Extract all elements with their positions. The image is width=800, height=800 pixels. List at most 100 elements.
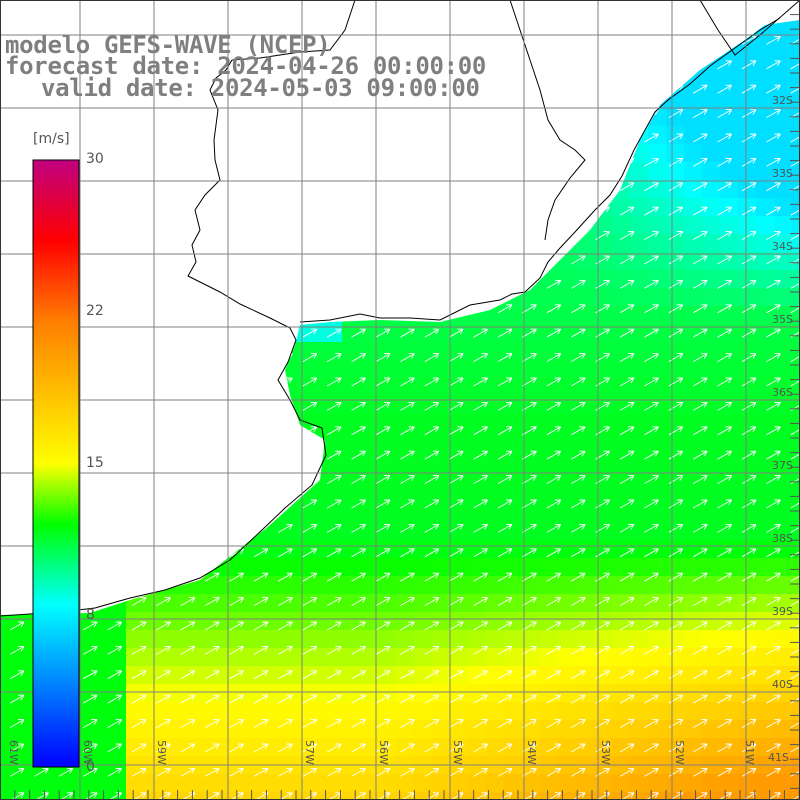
wind-arrow bbox=[351, 523, 366, 533]
wind-arrow bbox=[107, 499, 122, 509]
wind-arrow bbox=[278, 597, 293, 606]
field-cell bbox=[198, 504, 217, 523]
field-cell bbox=[432, 180, 451, 199]
field-cell bbox=[234, 468, 253, 487]
wind-arrow bbox=[9, 11, 25, 21]
wind-arrow bbox=[473, 255, 488, 265]
field-cell bbox=[594, 666, 613, 685]
wind-arrow bbox=[58, 109, 74, 118]
field-cell bbox=[666, 270, 685, 289]
wind-arrow bbox=[448, 621, 464, 631]
wind-arrow bbox=[400, 279, 415, 289]
field-cell bbox=[540, 630, 559, 649]
wind-arrow bbox=[229, 475, 244, 484]
wind-arrow bbox=[180, 548, 196, 558]
wind-arrow bbox=[741, 572, 757, 582]
field-cell bbox=[288, 774, 307, 793]
wind-arrow bbox=[766, 35, 781, 45]
wind-arrow bbox=[522, 645, 537, 655]
field-cell bbox=[252, 468, 271, 487]
field-cell bbox=[414, 540, 433, 559]
field-cell bbox=[504, 396, 523, 415]
wind-arrow bbox=[107, 157, 122, 167]
field-cell bbox=[144, 540, 163, 559]
field-cell bbox=[234, 774, 253, 793]
field-cell bbox=[486, 648, 505, 667]
lon-label-57w: 57W bbox=[303, 740, 316, 765]
field-cell bbox=[468, 738, 487, 757]
wind-arrow bbox=[400, 304, 415, 314]
wind-arrow bbox=[473, 719, 488, 728]
field-cell bbox=[486, 612, 505, 631]
wind-arrow bbox=[546, 182, 562, 192]
field-cell bbox=[576, 72, 595, 91]
wind-arrow bbox=[692, 255, 708, 265]
field-cell bbox=[756, 162, 775, 181]
wind-arrow bbox=[717, 743, 732, 753]
field-cell bbox=[576, 414, 595, 433]
field-cell bbox=[666, 450, 685, 469]
field-cell bbox=[378, 630, 397, 649]
field-cell bbox=[0, 558, 19, 577]
wind-arrow bbox=[570, 475, 586, 484]
wind-arrow bbox=[375, 426, 391, 436]
wind-arrow bbox=[424, 572, 440, 582]
field-cell bbox=[630, 630, 649, 649]
field-cell bbox=[558, 666, 577, 685]
wind-arrow bbox=[619, 109, 635, 118]
field-cell bbox=[612, 684, 631, 703]
wind-arrow bbox=[131, 11, 147, 21]
wind-arrow bbox=[253, 109, 269, 118]
field-cell bbox=[126, 270, 145, 289]
field-cell bbox=[576, 90, 595, 109]
field-cell bbox=[720, 630, 739, 649]
field-cell bbox=[270, 198, 289, 217]
wind-arrow bbox=[692, 353, 708, 362]
field-cell bbox=[396, 180, 415, 199]
wind-arrow bbox=[741, 670, 757, 680]
wind-arrow bbox=[668, 621, 684, 631]
field-cell bbox=[684, 612, 703, 631]
field-cell bbox=[270, 360, 289, 379]
field-cell bbox=[504, 144, 523, 163]
wind-arrow bbox=[473, 597, 488, 606]
field-cell bbox=[396, 306, 415, 325]
wind-arrow bbox=[473, 133, 488, 143]
field-cell bbox=[756, 648, 775, 667]
wind-arrow bbox=[302, 719, 318, 728]
wind-arrow bbox=[351, 11, 366, 21]
field-cell bbox=[774, 198, 793, 217]
field-cell bbox=[342, 774, 361, 793]
wind-arrow bbox=[326, 670, 342, 680]
wind-arrow bbox=[448, 401, 464, 411]
field-cell bbox=[162, 540, 181, 559]
wind-arrow bbox=[375, 353, 391, 362]
field-cell bbox=[612, 648, 631, 667]
field-cell bbox=[252, 162, 271, 181]
field-cell bbox=[702, 0, 721, 19]
field-cell bbox=[360, 702, 379, 721]
field-cell bbox=[306, 576, 325, 595]
field-cell bbox=[288, 666, 307, 685]
field-cell bbox=[216, 576, 235, 595]
wind-arrow bbox=[204, 645, 220, 655]
wind-arrow bbox=[278, 182, 293, 192]
field-cell bbox=[792, 540, 800, 559]
field-cell bbox=[792, 378, 800, 397]
wind-arrow bbox=[668, 743, 684, 753]
wind-arrow bbox=[448, 670, 464, 680]
field-cell bbox=[702, 540, 721, 559]
field-cell bbox=[450, 306, 469, 325]
field-cell bbox=[792, 90, 800, 109]
wind-arrow bbox=[497, 35, 513, 45]
field-cell bbox=[162, 666, 181, 685]
field-cell bbox=[198, 666, 217, 685]
field-cell bbox=[738, 702, 757, 721]
field-cell bbox=[90, 486, 109, 505]
field-cell bbox=[378, 252, 397, 271]
field-cell bbox=[288, 702, 307, 721]
field-cell bbox=[792, 666, 800, 685]
wind-arrow bbox=[229, 719, 244, 728]
field-cell bbox=[738, 630, 757, 649]
field-cell bbox=[504, 198, 523, 217]
